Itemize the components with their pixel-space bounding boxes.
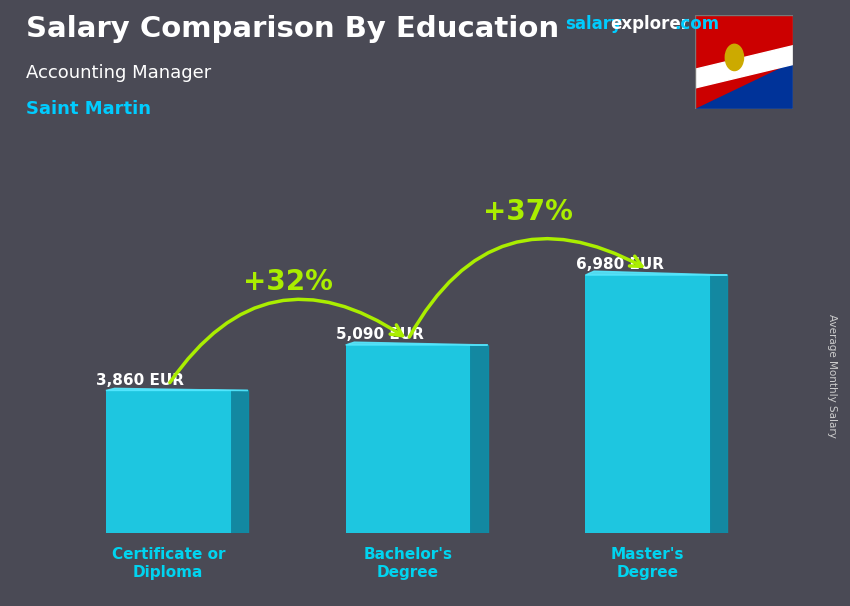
Polygon shape: [470, 345, 488, 533]
Polygon shape: [695, 15, 793, 109]
Text: Salary Comparison By Education: Salary Comparison By Education: [26, 15, 558, 43]
Polygon shape: [106, 388, 248, 390]
Text: Accounting Manager: Accounting Manager: [26, 64, 211, 82]
Polygon shape: [586, 271, 728, 275]
Polygon shape: [346, 342, 488, 345]
Text: salary: salary: [565, 15, 622, 33]
Text: Saint Martin: Saint Martin: [26, 100, 150, 118]
Polygon shape: [710, 275, 728, 533]
Text: +32%: +32%: [243, 268, 333, 296]
FancyBboxPatch shape: [106, 390, 230, 533]
Text: +37%: +37%: [483, 198, 573, 226]
Text: 6,980 EUR: 6,980 EUR: [575, 257, 664, 272]
Polygon shape: [230, 390, 248, 533]
Polygon shape: [695, 62, 793, 109]
Text: 3,860 EUR: 3,860 EUR: [96, 373, 184, 387]
Text: 5,090 EUR: 5,090 EUR: [336, 327, 424, 342]
Circle shape: [725, 44, 744, 70]
Text: explorer: explorer: [610, 15, 689, 33]
FancyBboxPatch shape: [586, 275, 710, 533]
Polygon shape: [695, 45, 793, 88]
FancyBboxPatch shape: [346, 345, 470, 533]
Text: Average Monthly Salary: Average Monthly Salary: [827, 314, 837, 438]
Text: .com: .com: [674, 15, 719, 33]
